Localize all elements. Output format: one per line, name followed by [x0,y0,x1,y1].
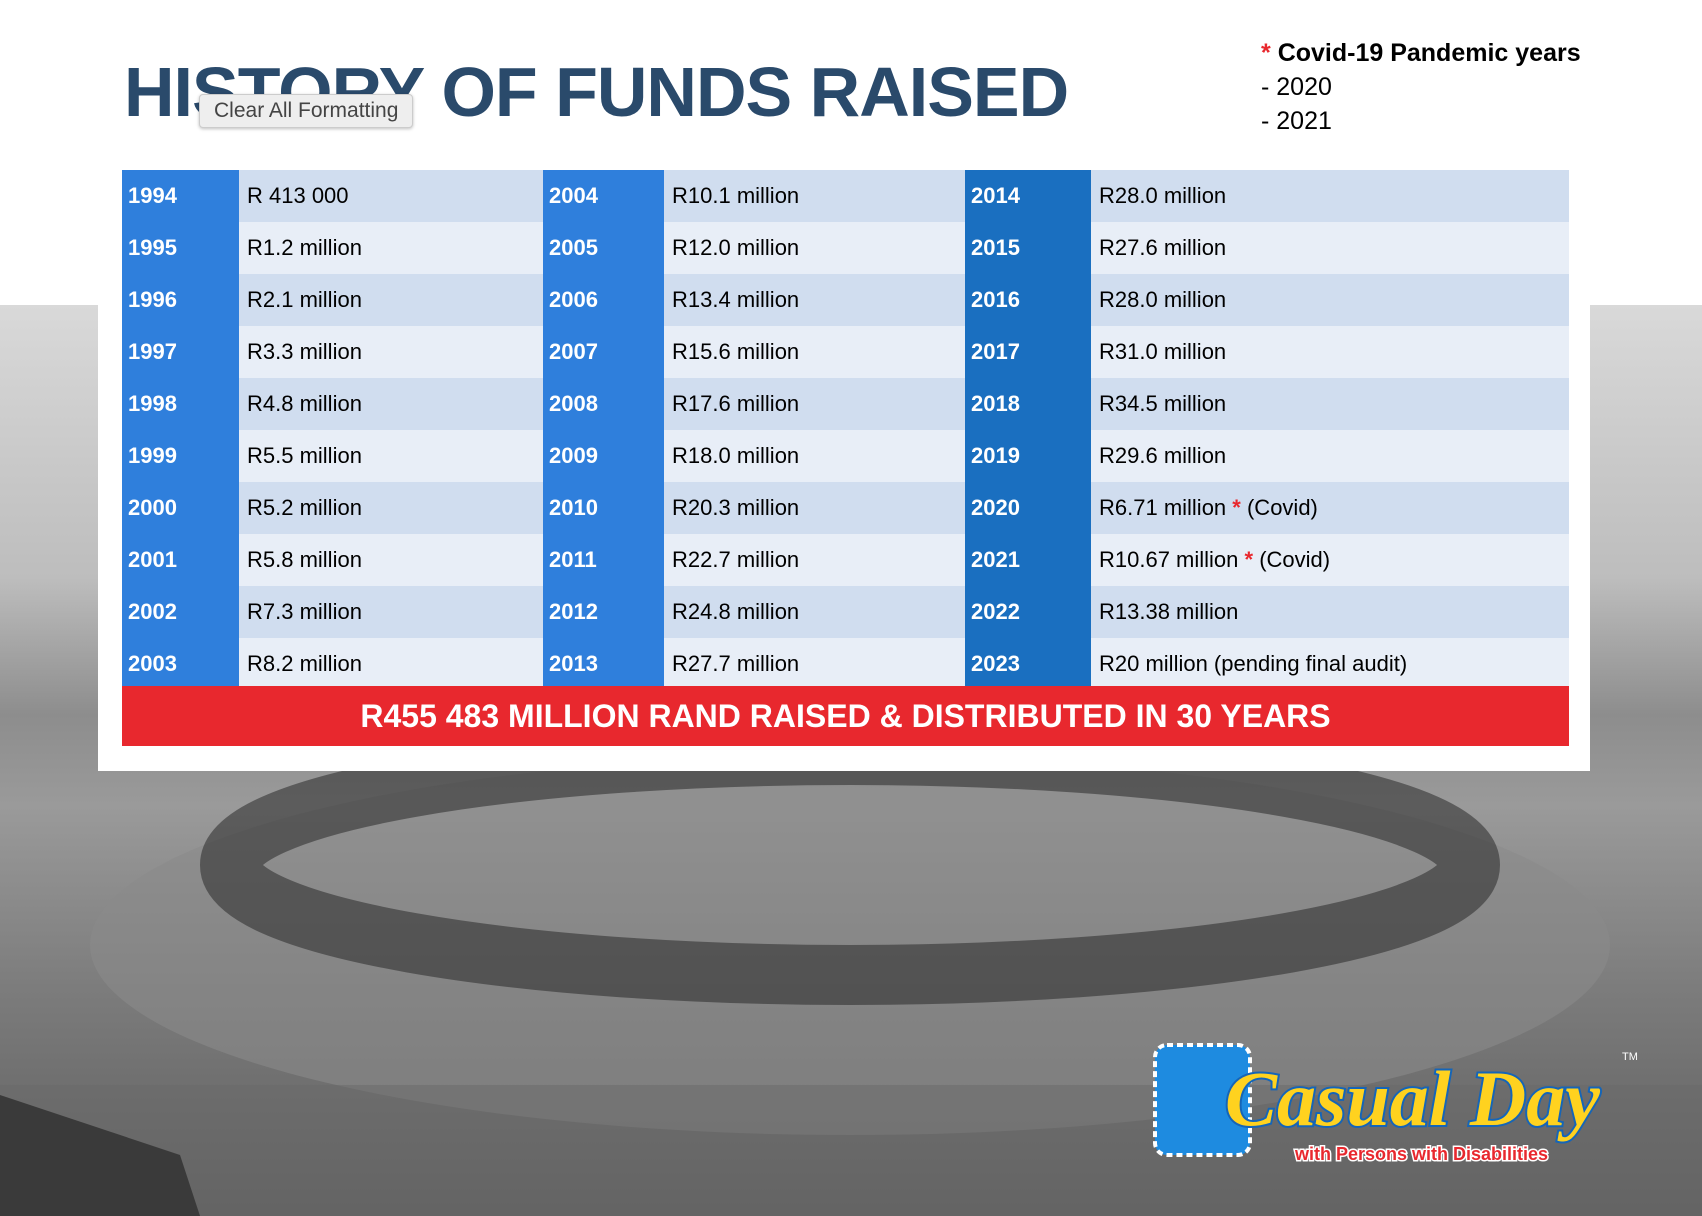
amount-cell: R12.0 million [664,222,965,274]
note-title: Covid-19 Pandemic years [1277,39,1581,67]
amount-cell: R13.4 million [664,274,965,326]
year-cell: 2002 [122,586,239,638]
amount-cell: R17.6 million [664,378,965,430]
amount-cell: R10.1 million [664,170,965,222]
amount-cell: R29.6 million [1091,430,1569,482]
year-cell: 2003 [122,638,239,690]
amount-text: R10.67 million [1099,547,1239,572]
year-cell: 2019 [965,430,1091,482]
note-item: - 2020 [1261,73,1332,101]
year-cell: 2020 [965,482,1091,534]
amount-text: R6.71 million [1099,495,1227,520]
year-cell: 2021 [965,534,1091,586]
covid-mark: * [1244,547,1254,572]
year-cell: 1995 [122,222,239,274]
amount-cell: R20 million (pending final audit) [1091,638,1569,690]
year-cell: 2018 [965,378,1091,430]
year-cell: 2011 [543,534,664,586]
note-item: - 2021 [1261,107,1332,135]
logo-tm: TM [1622,1051,1638,1063]
year-cell: 2010 [543,482,664,534]
total-banner: R455 483 MILLION RAND RAISED & DISTRIBUT… [122,686,1569,746]
amount-cell: R10.67 million * (Covid) [1091,534,1569,586]
logo-name: Casual Day [1225,1055,1600,1142]
amount-cell: R22.7 million [664,534,965,586]
note-mark: * [1261,39,1271,67]
year-cell: 1998 [122,378,239,430]
tooltip: Clear All Formatting [199,94,414,128]
year-cell: 2001 [122,534,239,586]
amount-cell: R18.0 million [664,430,965,482]
year-cell: 2017 [965,326,1091,378]
year-cell: 1999 [122,430,239,482]
year-cell: 1996 [122,274,239,326]
amount-cell: R15.6 million [664,326,965,378]
year-cell: 2016 [965,274,1091,326]
year-cell: 2004 [543,170,664,222]
year-cell: 2015 [965,222,1091,274]
amount-cell: R27.7 million [664,638,965,690]
covid-note: * Covid-19 Pandemic years - 2020 - 2021 [1261,36,1581,138]
amount-cell: R24.8 million [664,586,965,638]
year-cell: 2014 [965,170,1091,222]
amount-cell: R6.71 million * (Covid) [1091,482,1569,534]
amount-cell: R31.0 million [1091,326,1569,378]
amount-cell: R13.38 million [1091,586,1569,638]
amount-cell: R28.0 million [1091,170,1569,222]
year-cell: 2005 [543,222,664,274]
covid-mark: * [1232,495,1241,520]
logo: Casual Day TM with Persons with Disabili… [1153,1043,1638,1166]
year-cell: 2007 [543,326,664,378]
year-cell: 2012 [543,586,664,638]
year-cell: 2022 [965,586,1091,638]
logo-tagline: with Persons with Disabilities [1294,1144,1548,1164]
year-cell: 2013 [543,638,664,690]
year-cell: 2006 [543,274,664,326]
year-cell: 2000 [122,482,239,534]
year-cell: 2008 [543,378,664,430]
year-cell: 2009 [543,430,664,482]
amount-cell: R28.0 million [1091,274,1569,326]
amount-note: (Covid) [1246,495,1318,520]
amount-note: (Covid) [1259,547,1331,572]
year-cell: 2023 [965,638,1091,690]
amount-cell: R34.5 million [1091,378,1569,430]
note-heading: * Covid-19 Pandemic years [1261,36,1581,70]
amount-cell: R27.6 million [1091,222,1569,274]
year-cell: 1997 [122,326,239,378]
amount-cell: R20.3 million [664,482,965,534]
year-cell: 1994 [122,170,239,222]
